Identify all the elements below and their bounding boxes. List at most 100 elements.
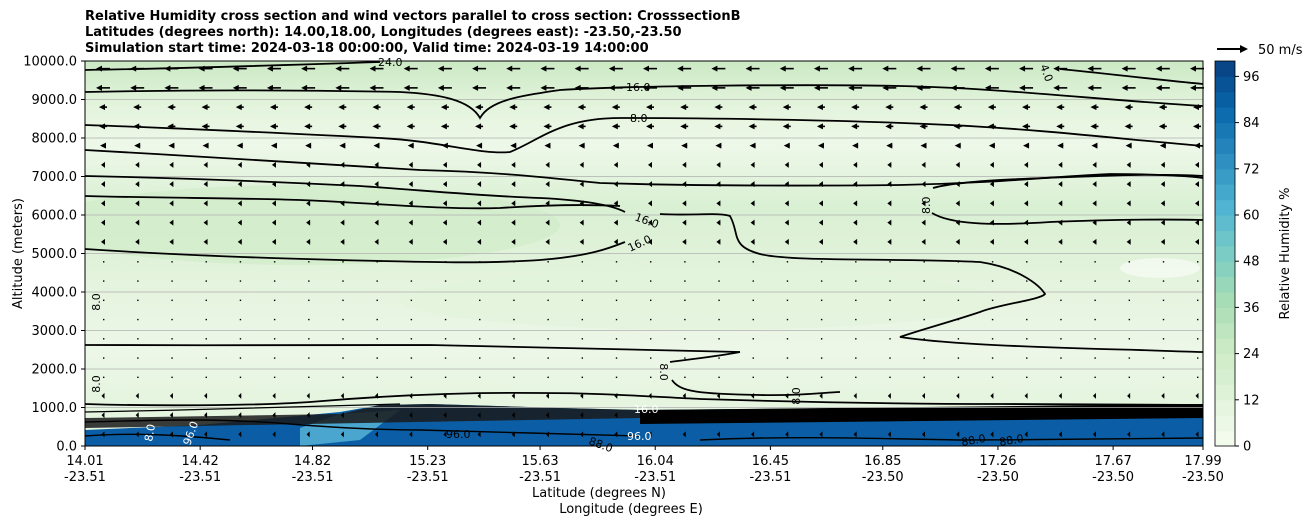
wind-vector <box>444 318 447 321</box>
wind-vector <box>957 376 960 379</box>
wind-vector <box>1162 299 1165 302</box>
wind-vector <box>513 357 515 359</box>
wind-vector-head <box>887 161 892 168</box>
contour-label: 8.0 <box>657 363 670 381</box>
wind-vector <box>581 299 584 302</box>
wind-vector <box>479 299 481 302</box>
wind-vector <box>1094 261 1096 263</box>
wind-vector <box>171 338 173 340</box>
wind-vector-head <box>1092 181 1097 188</box>
x-tick-label-lon: -23.50 <box>977 470 1019 485</box>
wind-vector-head <box>887 431 891 438</box>
wind-vector <box>1162 357 1165 359</box>
wind-vector-head <box>1127 412 1131 419</box>
wind-vector-head <box>1190 65 1196 72</box>
wind-vector <box>1094 280 1096 282</box>
wind-vector-head <box>306 392 310 399</box>
wind-vector-head <box>306 431 310 438</box>
contour-line <box>699 436 1204 441</box>
wind-vector-head <box>540 65 547 72</box>
y-tick-label: 3000.0 <box>32 324 78 339</box>
wind-vector-head <box>716 161 721 168</box>
wind-vector-head <box>340 238 345 245</box>
wind-vector-head <box>301 84 308 91</box>
wind-vector-head <box>375 431 378 438</box>
wind-vector <box>820 376 823 379</box>
wind-vector-head <box>954 142 961 149</box>
wind-vector-head <box>885 123 892 130</box>
wind-vector-head <box>716 412 720 419</box>
wind-vector <box>342 280 344 282</box>
wind-vector-head <box>198 84 205 91</box>
wind-vector-head <box>716 200 721 207</box>
colorbar-tick-label: 24 <box>1243 347 1260 362</box>
wind-vector <box>820 280 823 282</box>
wind-vector <box>1026 357 1028 359</box>
wind-vector-head <box>922 431 925 438</box>
wind-vector <box>205 318 207 321</box>
wind-vector-head <box>237 219 242 226</box>
wind-vector-head <box>921 238 926 245</box>
wind-vector-head <box>784 200 789 207</box>
wind-vector <box>342 299 344 302</box>
colorbar-frame <box>1214 60 1236 447</box>
wind-vector-head <box>1126 219 1131 226</box>
wind-vector <box>1128 376 1131 379</box>
wind-vector-head <box>1058 431 1062 438</box>
wind-vector <box>308 357 310 359</box>
x-axis: 14.01-23.5114.42-23.5114.82-23.5115.23-2… <box>64 446 1224 485</box>
wind-vector-head <box>648 431 652 438</box>
wind-vector <box>923 338 925 340</box>
wind-reference-label: 50 m/s <box>1258 43 1303 58</box>
wind-vector <box>752 280 754 282</box>
wind-vector <box>137 280 139 282</box>
wind-vector <box>308 261 310 263</box>
wind-vector-head <box>848 84 855 91</box>
wind-vector-head <box>203 161 208 168</box>
wind-vector-head <box>1161 392 1165 399</box>
wind-vector-head <box>1160 200 1165 207</box>
wind-vector-head <box>711 65 718 72</box>
wind-vector-head <box>443 412 447 419</box>
wind-vector-head <box>545 238 550 245</box>
wind-vector <box>752 318 754 321</box>
wind-vector-head <box>751 431 755 438</box>
colorbar-band <box>1215 307 1235 324</box>
wind-vector-head <box>135 161 140 168</box>
wind-vector-head <box>1195 431 1199 438</box>
wind-vector <box>342 376 344 379</box>
wind-vector-head <box>169 200 174 207</box>
wind-vector-head <box>750 161 755 168</box>
wind-vector <box>718 357 720 359</box>
wind-vector-head <box>477 161 482 168</box>
wind-vector <box>479 376 481 379</box>
x-tick-label-lat: 14.42 <box>182 454 219 469</box>
wind-vector <box>718 299 720 302</box>
wind-vector-head <box>130 84 137 91</box>
wind-vector <box>103 376 105 379</box>
wind-vector-head <box>955 200 960 207</box>
wind-vector-head <box>540 84 547 91</box>
colorbar-band <box>1215 384 1235 401</box>
wind-vector <box>444 357 447 359</box>
wind-vector-head <box>886 142 893 149</box>
colorbar-band <box>1215 338 1235 355</box>
wind-vector <box>923 299 925 302</box>
wind-vector-head <box>271 200 276 207</box>
wind-vector-head <box>506 65 513 72</box>
wind-vector <box>581 280 584 282</box>
wind-vector-head <box>101 392 105 399</box>
wind-vector-head <box>716 219 721 226</box>
wind-vector <box>855 357 857 359</box>
wind-vector-head <box>1019 84 1026 91</box>
wind-vector <box>581 357 584 359</box>
wind-vector <box>1197 280 1199 282</box>
wind-vector-head <box>374 181 379 188</box>
wind-vector <box>513 280 515 282</box>
wind-vector-head <box>1092 200 1097 207</box>
wind-vector-head <box>956 412 960 419</box>
wind-vector-head <box>579 219 584 226</box>
wind-vector-head <box>647 142 653 149</box>
wind-vector <box>308 338 310 340</box>
x-tick-label-lat: 17.67 <box>1095 454 1132 469</box>
